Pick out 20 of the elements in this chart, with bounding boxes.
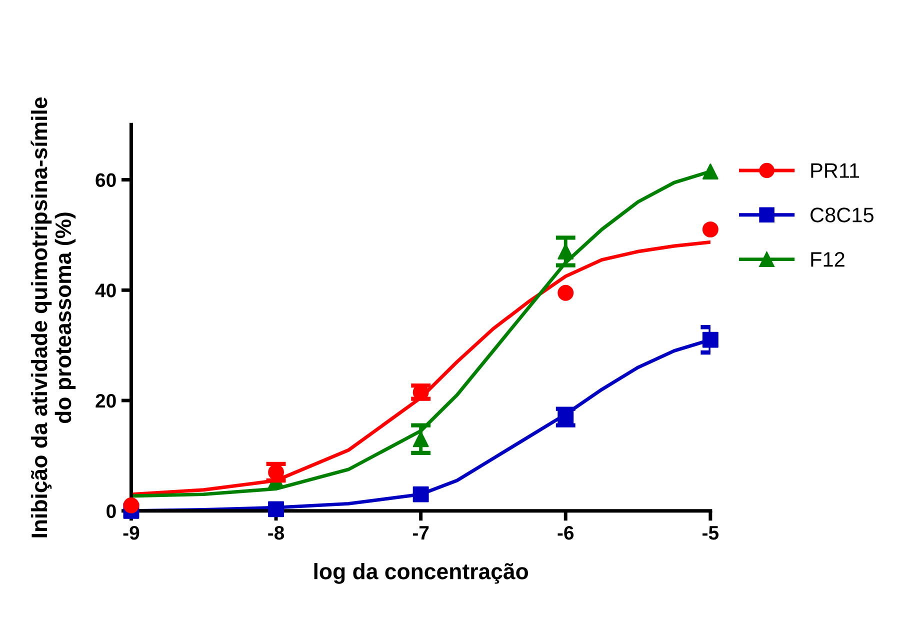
x-axis-title: log da concentração [314, 563, 528, 584]
point [702, 164, 718, 180]
x-tick-label: -6 [558, 526, 574, 540]
y-tick-label: 0 [106, 504, 116, 518]
legend-label: C8C15 [810, 208, 874, 222]
point [558, 284, 574, 301]
y-axis-title: Inibição da atividade quimotripsina-símile do proteassoma (%) [30, 97, 76, 538]
x-tick-label: -5 [702, 526, 719, 540]
y-tick-label: 20 [96, 394, 116, 408]
x-tick-label: -7 [412, 526, 429, 540]
x-tick-label: -8 [268, 526, 284, 540]
line-series [131, 240, 710, 496]
point [268, 501, 284, 518]
y-tick-label: 60 [96, 173, 116, 188]
point [702, 221, 718, 238]
point [412, 486, 429, 502]
legend-label: PR11 [811, 163, 860, 178]
legend-label: F12 [811, 252, 844, 267]
x-tick-label: -9 [123, 526, 140, 540]
y-tick-label: 40 [95, 284, 116, 298]
